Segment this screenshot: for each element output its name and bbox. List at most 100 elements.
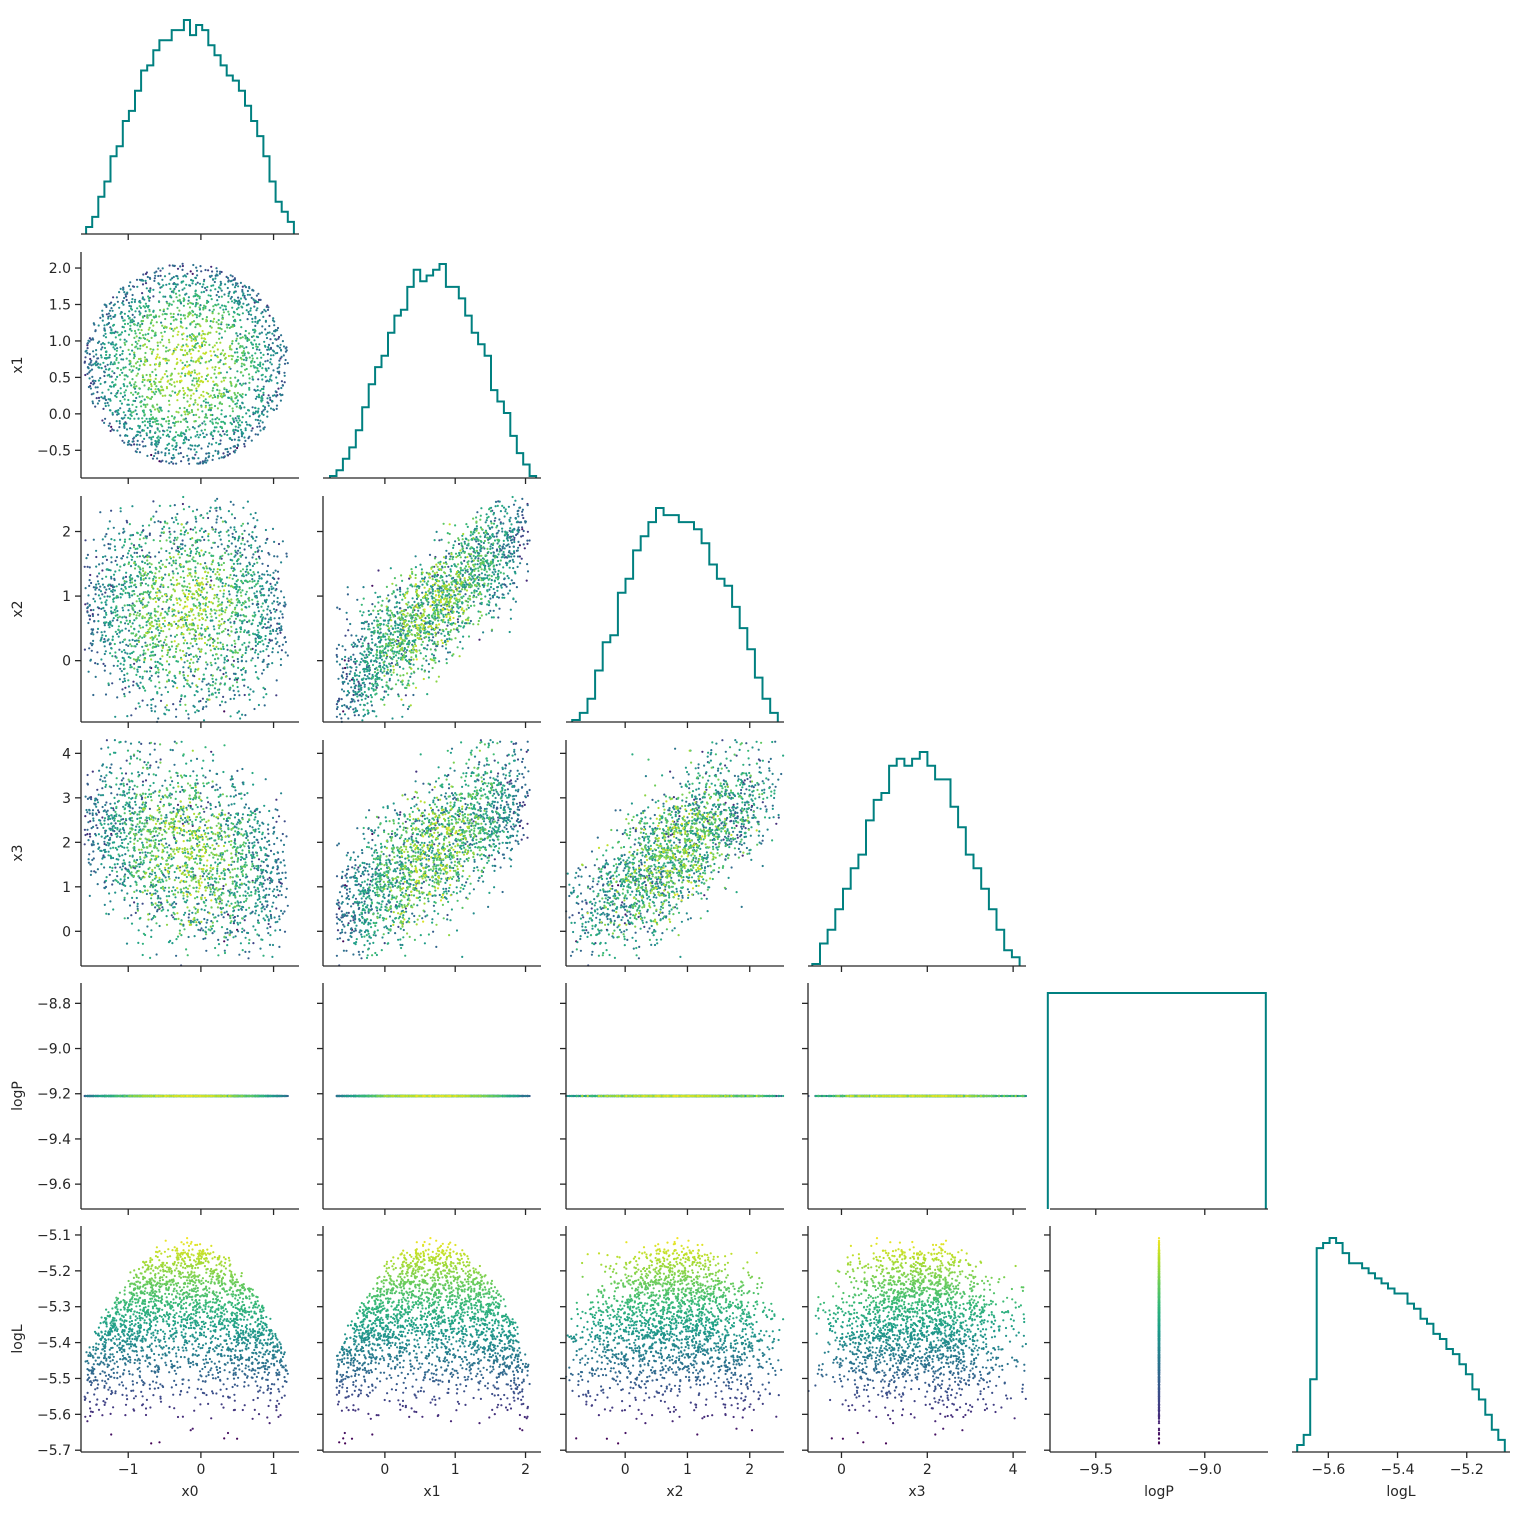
scatter-point — [164, 295, 167, 298]
scatter-point — [256, 561, 259, 564]
scatter-point — [92, 383, 95, 386]
scatter-point — [155, 321, 158, 324]
scatter-point — [257, 363, 260, 366]
scatter-point — [186, 302, 190, 305]
scatter-point — [115, 607, 118, 610]
scatter-point — [150, 631, 153, 634]
scatter-point — [240, 362, 243, 365]
scatter-point — [256, 676, 259, 679]
scatter-point — [173, 656, 176, 659]
scatter-point — [269, 398, 272, 401]
scatter-point — [212, 308, 215, 311]
scatter-point — [135, 450, 138, 454]
scatter-point — [195, 684, 198, 687]
scatter-point — [91, 613, 94, 616]
scatter-point — [153, 277, 156, 280]
scatter-point — [136, 611, 139, 614]
scatter-point — [152, 406, 155, 409]
scatter-point — [180, 533, 183, 536]
scatter-point — [182, 438, 186, 442]
scatter-point — [130, 365, 133, 368]
scatter-point — [183, 676, 186, 680]
scatter-point — [124, 293, 127, 296]
scatter-point — [210, 579, 213, 582]
scatter-point — [164, 325, 167, 328]
scatter-point — [113, 348, 116, 351]
scatter-point — [111, 584, 114, 587]
scatter-point — [175, 410, 178, 413]
scatter-point — [186, 272, 189, 275]
scatter-point — [138, 426, 141, 429]
scatter-point — [112, 593, 115, 596]
scatter-point — [107, 583, 110, 586]
scatter-point — [489, 520, 493, 523]
scatter-point — [161, 646, 164, 650]
scatter-point — [263, 623, 267, 626]
scatter-point — [227, 599, 230, 602]
scatter-point — [160, 386, 163, 389]
scatter-point — [189, 323, 192, 326]
scatter-point — [220, 543, 223, 546]
scatter-point — [200, 648, 203, 651]
scatter-point — [262, 363, 265, 366]
scatter-point — [157, 520, 160, 523]
scatter-point — [336, 706, 339, 709]
scatter-point — [235, 402, 239, 405]
scatter-point — [218, 568, 222, 571]
scatter-point — [247, 630, 250, 633]
scatter-point — [224, 356, 227, 359]
scatter-point — [245, 421, 248, 424]
scatter-point — [123, 394, 127, 397]
scatter-point — [245, 590, 248, 593]
scatter-point — [194, 305, 197, 308]
scatter-point — [127, 398, 130, 402]
scatter-point — [222, 452, 225, 455]
scatter-point — [217, 295, 221, 298]
scatter-point — [240, 655, 243, 659]
scatter-point — [251, 354, 254, 357]
scatter-point — [269, 632, 273, 635]
scatter-point — [145, 434, 148, 437]
scatter-point — [108, 520, 111, 523]
scatter-point — [256, 357, 259, 360]
scatter-point — [186, 413, 190, 416]
scatter-point — [176, 512, 179, 516]
scatter-point — [171, 457, 174, 460]
scatter-point — [228, 634, 231, 637]
scatter-point — [263, 573, 266, 576]
scatter-point — [215, 383, 218, 386]
scatter-point — [229, 573, 232, 577]
scatter-point — [128, 368, 131, 371]
scatter-point — [104, 402, 107, 405]
scatter-point — [173, 620, 176, 623]
panel-x2-vs-x1 — [317, 495, 541, 728]
scatter-point — [173, 385, 176, 388]
scatter-point — [181, 619, 184, 622]
scatter-point — [186, 659, 189, 663]
scatter-point — [264, 528, 267, 532]
scatter-point — [192, 392, 195, 395]
scatter-point — [456, 620, 460, 624]
scatter-point — [196, 281, 199, 284]
scatter-point — [173, 456, 176, 459]
scatter-point — [223, 304, 226, 307]
scatter-point — [457, 542, 461, 546]
scatter-point — [230, 542, 233, 545]
scatter-point — [151, 350, 154, 353]
scatter-point — [205, 661, 208, 664]
scatter-point — [129, 417, 132, 420]
scatter-point — [168, 341, 171, 344]
scatter-point — [106, 401, 109, 404]
scatter-point — [215, 267, 218, 270]
scatter-point — [177, 330, 180, 333]
scatter-point — [256, 656, 260, 659]
scatter-point — [112, 429, 115, 432]
scatter-point — [169, 540, 172, 543]
scatter-point — [123, 604, 126, 607]
scatter-point — [241, 678, 244, 682]
scatter-point — [224, 362, 227, 365]
scatter-point — [196, 462, 199, 465]
scatter-point — [90, 359, 93, 362]
scatter-point — [286, 362, 289, 365]
scatter-point — [239, 333, 242, 336]
